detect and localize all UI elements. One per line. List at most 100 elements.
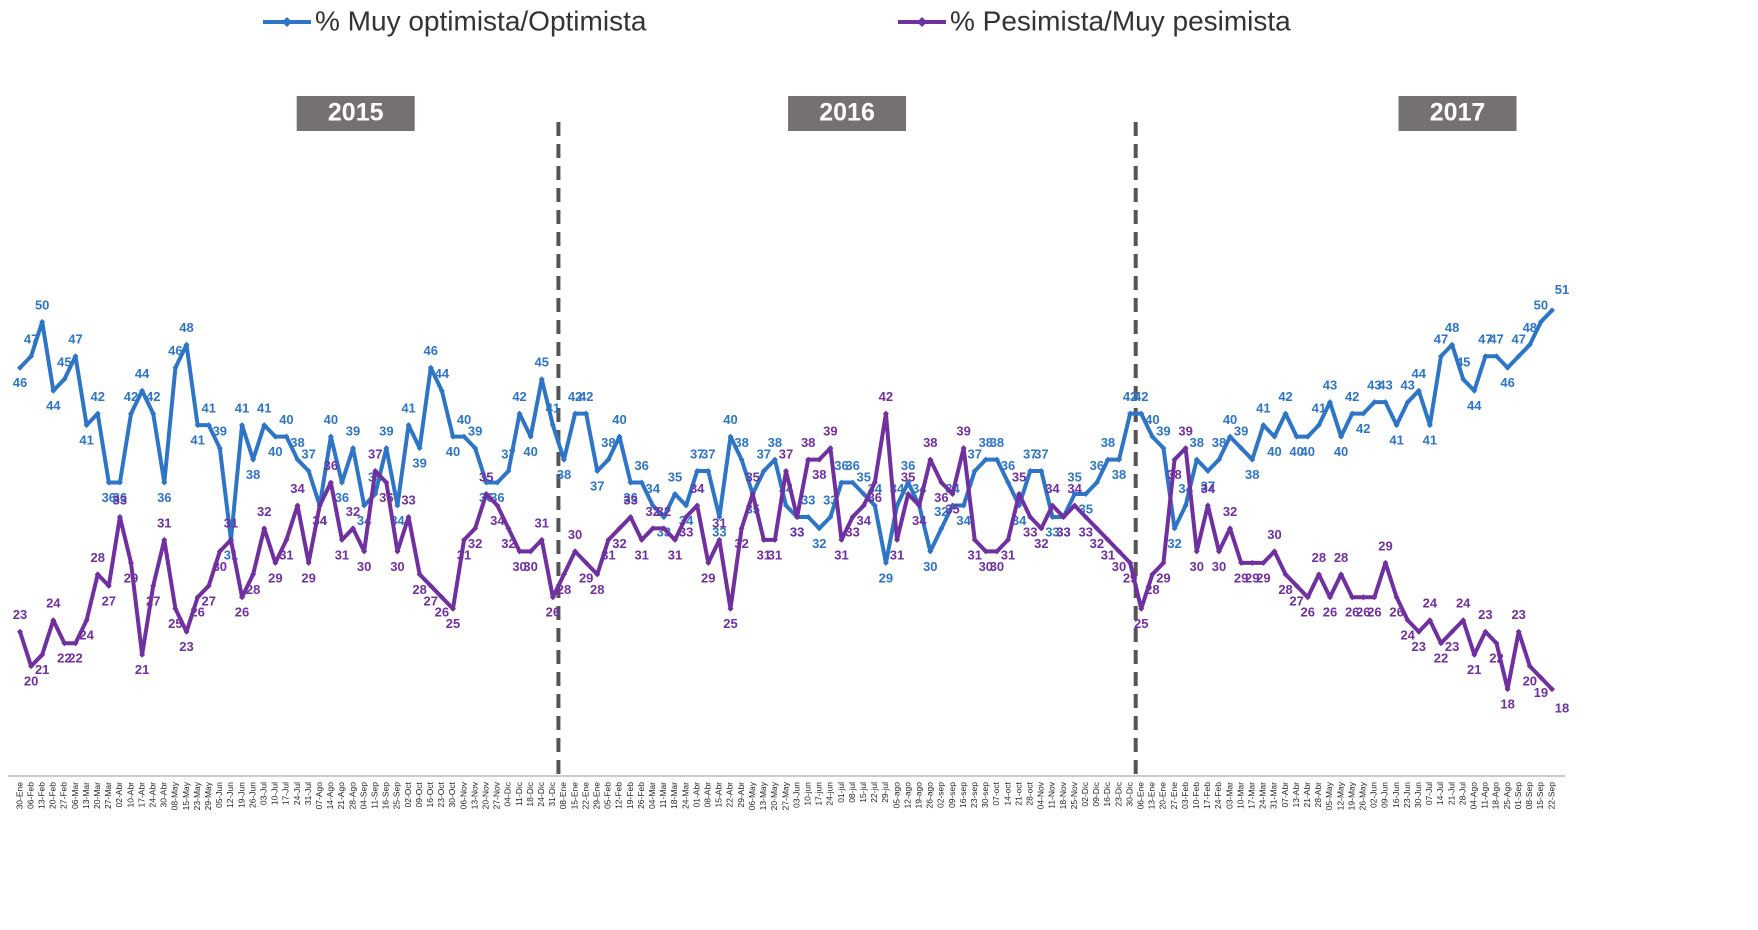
data-label: 31 xyxy=(157,515,171,530)
point-marker xyxy=(1404,617,1411,624)
point-marker xyxy=(1027,513,1034,520)
data-label: 26 xyxy=(435,605,449,620)
point-marker xyxy=(461,433,468,440)
data-label: 33 xyxy=(1023,524,1037,539)
point-marker xyxy=(1227,525,1234,532)
data-label: 40 xyxy=(523,444,537,459)
data-label: 36 xyxy=(102,490,116,505)
data-label: 27 xyxy=(1289,593,1303,608)
year-label: 2015 xyxy=(328,99,384,127)
data-label: 35 xyxy=(1012,469,1026,484)
point-marker xyxy=(216,548,223,555)
legend-marker xyxy=(282,17,292,27)
point-marker xyxy=(1437,353,1444,360)
point-marker xyxy=(749,491,756,497)
point-marker xyxy=(849,479,856,486)
x-tick-label: 31-Mar xyxy=(1269,782,1279,809)
point-marker xyxy=(194,422,201,429)
data-label: 33 xyxy=(1056,524,1070,539)
point-marker xyxy=(94,571,101,578)
point-marker xyxy=(105,479,112,486)
point-marker xyxy=(705,559,712,566)
data-label: 33 xyxy=(1056,524,1070,539)
data-label: 31 xyxy=(1101,547,1115,562)
point-marker xyxy=(1493,353,1500,360)
data-label: 43 xyxy=(1400,378,1414,393)
x-tick-label: 20-Mar xyxy=(92,782,102,809)
point-marker xyxy=(1282,410,1289,417)
point-marker xyxy=(461,536,468,543)
point-marker xyxy=(1005,479,1012,486)
series-line xyxy=(18,308,1554,565)
point-marker xyxy=(405,513,412,520)
data-label: 37 xyxy=(501,446,515,461)
point-marker xyxy=(1504,686,1511,693)
data-label: 38 xyxy=(1101,435,1115,450)
point-marker xyxy=(1371,399,1378,406)
data-label: 31 xyxy=(757,547,771,562)
point-marker xyxy=(483,479,490,486)
x-tick-label: 02-sep xyxy=(936,782,946,808)
data-label: 44 xyxy=(46,398,61,413)
x-tick-label: 24-jun xyxy=(825,782,835,806)
data-label: 35 xyxy=(668,469,682,484)
point-marker xyxy=(338,536,345,543)
x-tick-label: 10-Mar xyxy=(1235,782,1245,809)
data-label: 33 xyxy=(1045,524,1059,539)
x-tick-label: 25-Sep xyxy=(392,782,402,810)
x-tick-label: 29-Ene xyxy=(592,782,602,810)
data-label: 41 xyxy=(401,401,415,416)
x-tick-label: 19-May xyxy=(1346,781,1356,810)
data-label: 22 xyxy=(1434,651,1448,666)
x-tick-label: 24-Feb xyxy=(1213,782,1223,809)
data-label: 42 xyxy=(1345,389,1359,404)
point-marker xyxy=(805,456,812,463)
x-tick-label: 06-Feb xyxy=(25,782,35,809)
point-marker xyxy=(1382,399,1389,406)
data-label: 26 xyxy=(1356,605,1370,620)
data-label: 26 xyxy=(235,605,249,620)
data-label: 35 xyxy=(856,469,870,484)
data-label: 33 xyxy=(401,492,415,507)
data-label: 41 xyxy=(190,433,204,448)
data-label: 47 xyxy=(68,332,82,347)
data-label: 24 xyxy=(46,596,61,611)
point-marker xyxy=(1471,651,1478,658)
point-marker xyxy=(1326,399,1333,406)
point-marker xyxy=(39,651,46,658)
point-marker xyxy=(1304,594,1311,601)
point-marker xyxy=(649,525,656,532)
point-marker xyxy=(1349,410,1356,417)
x-tick-label: 07-Abr xyxy=(1280,782,1290,808)
data-label: 38 xyxy=(768,435,782,450)
data-label: 40 xyxy=(1301,444,1315,459)
point-marker xyxy=(1071,491,1078,497)
point-marker xyxy=(594,468,601,475)
point-marker xyxy=(949,491,956,497)
point-marker xyxy=(516,548,523,555)
point-marker xyxy=(1171,456,1178,463)
data-label: 22 xyxy=(68,651,82,666)
data-label: 29 xyxy=(124,570,138,585)
data-label: 24 xyxy=(1400,628,1415,643)
data-label: 30 xyxy=(213,559,227,574)
x-tick-label: 02-Abr xyxy=(114,782,124,808)
x-tick-label: 30-sep xyxy=(980,782,990,808)
data-label: 38 xyxy=(1190,435,1204,450)
point-marker xyxy=(1537,674,1544,681)
point-marker xyxy=(1215,456,1222,463)
point-marker xyxy=(305,559,312,566)
data-label: 47 xyxy=(1434,332,1448,347)
data-label: 20 xyxy=(24,674,38,689)
data-label: 18 xyxy=(1555,701,1569,716)
data-label: 43 xyxy=(1323,378,1337,393)
point-marker xyxy=(882,410,889,417)
x-tick-label: 30-Ene xyxy=(14,782,24,810)
data-label: 25 xyxy=(446,616,460,631)
data-label: 26 xyxy=(1345,605,1359,620)
data-label: 32 xyxy=(1223,504,1237,519)
data-label: 33 xyxy=(823,492,837,507)
data-label: 35 xyxy=(479,469,493,484)
data-label: 33 xyxy=(790,524,804,539)
point-marker xyxy=(1193,548,1200,555)
